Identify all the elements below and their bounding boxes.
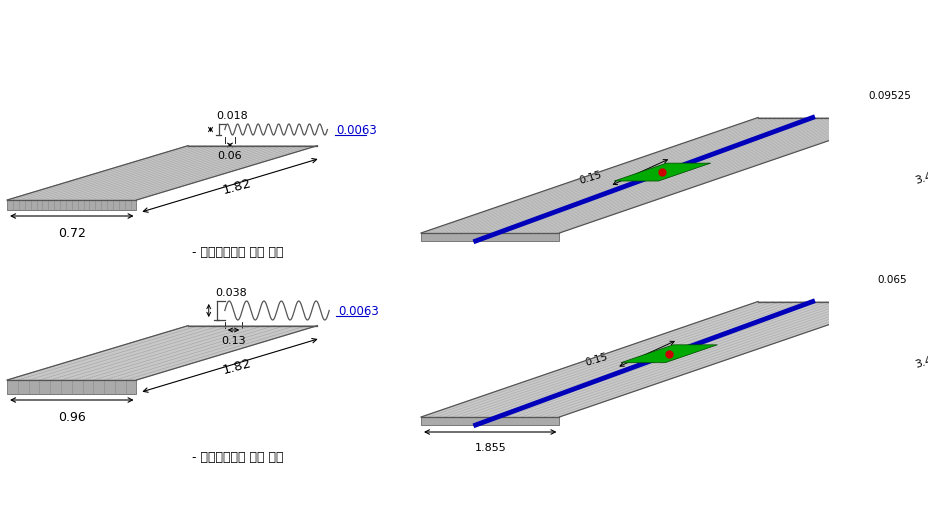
Polygon shape	[7, 200, 136, 211]
Polygon shape	[613, 164, 710, 182]
Text: 0.06: 0.06	[217, 150, 242, 161]
Text: 0.0063: 0.0063	[338, 305, 379, 317]
Polygon shape	[7, 146, 317, 200]
Text: 1.855: 1.855	[474, 442, 506, 452]
Text: 0.13: 0.13	[221, 335, 246, 345]
Text: 1.82: 1.82	[221, 176, 252, 196]
Text: 0.96: 0.96	[58, 410, 85, 423]
Text: 0.038: 0.038	[214, 287, 247, 297]
Polygon shape	[420, 118, 896, 233]
Polygon shape	[7, 380, 136, 394]
Text: 0.0063: 0.0063	[336, 124, 377, 137]
Text: 3.49: 3.49	[912, 352, 928, 369]
Text: 0.018: 0.018	[215, 111, 248, 121]
Polygon shape	[420, 417, 559, 425]
Text: 0.09525: 0.09525	[868, 90, 910, 100]
Text: 0.15: 0.15	[584, 351, 609, 367]
Text: - 석면슬레이트 소골 규격: - 석면슬레이트 소골 규격	[191, 245, 283, 259]
Polygon shape	[420, 302, 896, 417]
Text: 0.065: 0.065	[876, 274, 906, 284]
Polygon shape	[620, 345, 716, 363]
Text: - 석면슬레이트 대골 규격: - 석면슬레이트 대골 규격	[191, 450, 283, 463]
Text: 0.15: 0.15	[577, 170, 602, 186]
Polygon shape	[7, 326, 317, 380]
Text: 1.82: 1.82	[221, 356, 252, 376]
Text: 0.72: 0.72	[58, 227, 85, 239]
Polygon shape	[420, 233, 559, 241]
Text: 3.49: 3.49	[912, 169, 928, 186]
